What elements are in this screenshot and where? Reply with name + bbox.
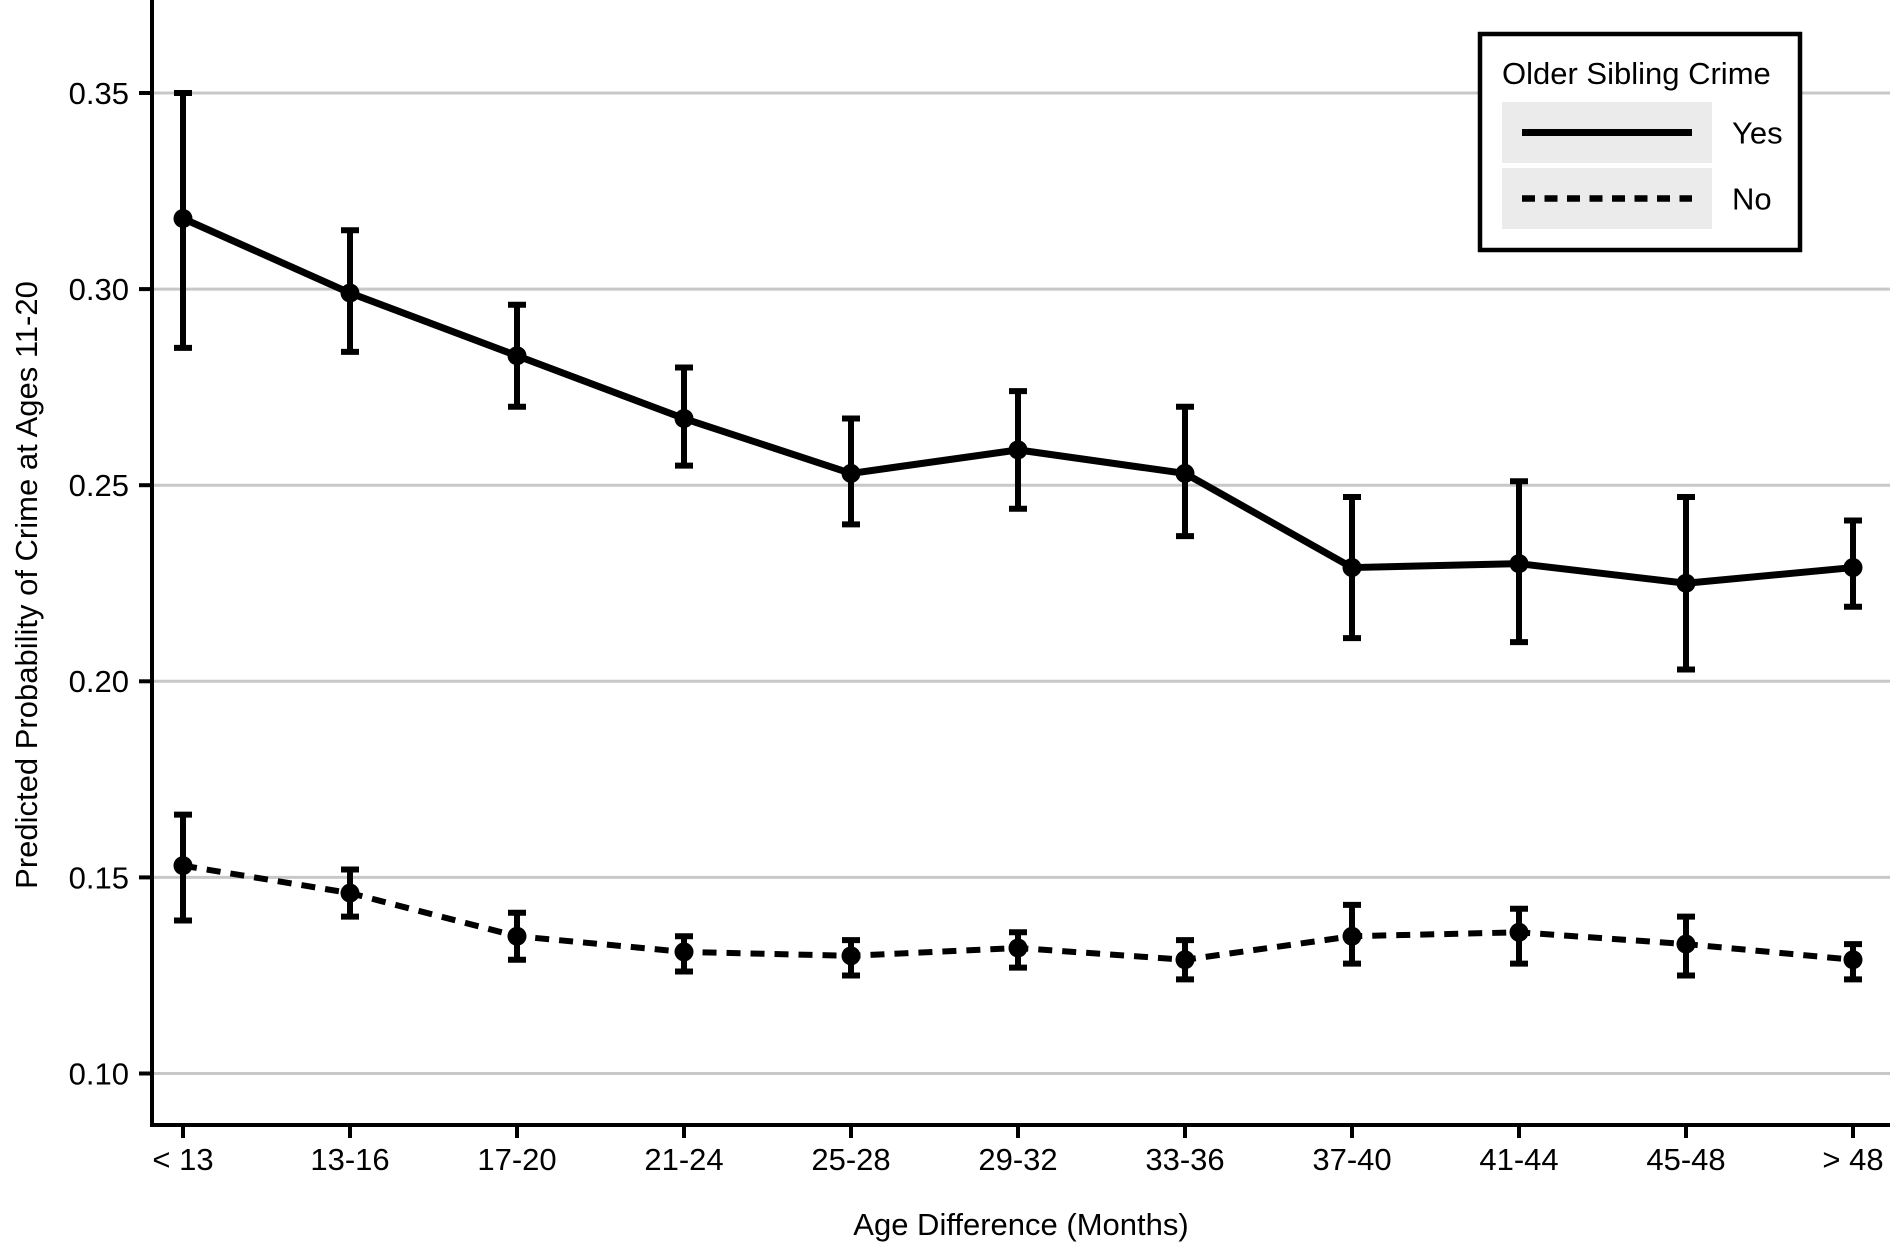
series-yes-point-marker bbox=[674, 409, 694, 429]
x-tick-label: 21-24 bbox=[644, 1142, 723, 1177]
legend-title: Older Sibling Crime bbox=[1502, 56, 1771, 91]
series-yes-point-marker bbox=[1509, 554, 1529, 574]
series-no-point-marker bbox=[841, 946, 861, 966]
series-no-point-marker bbox=[1843, 950, 1863, 970]
series-no-point-marker bbox=[1342, 926, 1362, 946]
x-tick-label: 45-48 bbox=[1646, 1142, 1725, 1177]
series-yes-point-marker bbox=[173, 209, 193, 229]
series-no-point-marker bbox=[340, 883, 360, 903]
series-no-point-marker bbox=[1509, 922, 1529, 942]
series-yes-point-marker bbox=[841, 463, 861, 483]
series-no-point-marker bbox=[1008, 938, 1028, 958]
series-yes-point-marker bbox=[507, 346, 527, 366]
y-tick-label: 0.35 bbox=[69, 76, 129, 111]
series-yes-point-marker bbox=[1843, 558, 1863, 578]
x-tick-label: 29-32 bbox=[978, 1142, 1057, 1177]
legend-key-dashed bbox=[1502, 168, 1712, 229]
series-no-point-marker bbox=[173, 856, 193, 876]
x-tick-label: 41-44 bbox=[1479, 1142, 1558, 1177]
y-tick-label: 0.30 bbox=[69, 272, 129, 307]
series-no-point-marker bbox=[1175, 950, 1195, 970]
x-tick-label: < 13 bbox=[152, 1142, 213, 1177]
series-yes-point-marker bbox=[340, 283, 360, 303]
y-tick-label: 0.25 bbox=[69, 468, 129, 503]
series-yes-point-marker bbox=[1342, 558, 1362, 578]
series-yes-point-marker bbox=[1676, 573, 1696, 593]
x-tick-label: > 48 bbox=[1822, 1142, 1883, 1177]
y-tick-label: 0.15 bbox=[69, 860, 129, 895]
series-yes-point-marker bbox=[1008, 440, 1028, 460]
series-no-point-marker bbox=[507, 926, 527, 946]
x-tick-label: 33-36 bbox=[1145, 1142, 1224, 1177]
x-tick-label: 25-28 bbox=[811, 1142, 890, 1177]
series-yes-point-marker bbox=[1175, 463, 1195, 483]
series-no-point-marker bbox=[1676, 934, 1696, 954]
y-tick-label: 0.10 bbox=[69, 1056, 129, 1091]
series-no-point-marker bbox=[674, 942, 694, 962]
legend-label-yes: Yes bbox=[1732, 115, 1783, 150]
y-tick-label: 0.20 bbox=[69, 664, 129, 699]
x-tick-label: 13-16 bbox=[310, 1142, 389, 1177]
x-tick-label: 17-20 bbox=[477, 1142, 556, 1177]
legend-label-no: No bbox=[1732, 181, 1772, 216]
x-tick-label: 37-40 bbox=[1312, 1142, 1391, 1177]
y-axis-title: Predicted Probability of Crime at Ages 1… bbox=[9, 281, 44, 889]
x-axis-title: Age Difference (Months) bbox=[853, 1207, 1189, 1242]
